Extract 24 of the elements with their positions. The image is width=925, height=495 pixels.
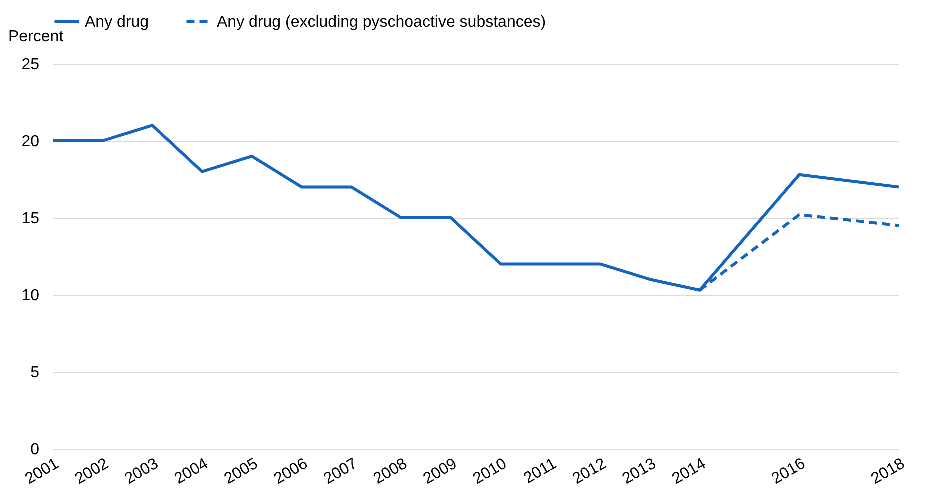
line-series <box>52 124 900 292</box>
x-tick-label: 2016 <box>769 455 809 488</box>
x-tick-label: 2010 <box>470 455 510 488</box>
y-tick-label: 5 <box>30 364 40 382</box>
legend-label: Any drug (excluding pyschoactive substances) <box>217 14 546 31</box>
x-tick-label: 2018 <box>868 455 908 488</box>
x-tick-label: 2005 <box>222 455 262 488</box>
x-tick-label: 2012 <box>570 455 610 488</box>
x-tick-label: 2003 <box>122 455 162 488</box>
x-tick-label: 2009 <box>420 455 460 488</box>
x-tick-label: 2007 <box>321 455 361 488</box>
y-tick-label: 15 <box>22 210 40 228</box>
y-axis-title: Percent <box>8 28 64 46</box>
y-tick-label: 20 <box>22 134 40 150</box>
legend-label: Any drug <box>85 14 150 31</box>
x-tick-label: 2004 <box>172 455 212 488</box>
y-tick-label: 25 <box>22 56 40 74</box>
x-tick-label: 2002 <box>72 455 112 488</box>
x-tick-label: 2008 <box>371 455 410 488</box>
x-tick-label: 2011 <box>521 455 560 488</box>
x-tick-label: 2006 <box>272 455 311 488</box>
y-tick-label: 10 <box>22 288 40 304</box>
x-tick-label: 2014 <box>670 455 710 488</box>
x-tick-label: 2013 <box>620 455 660 488</box>
